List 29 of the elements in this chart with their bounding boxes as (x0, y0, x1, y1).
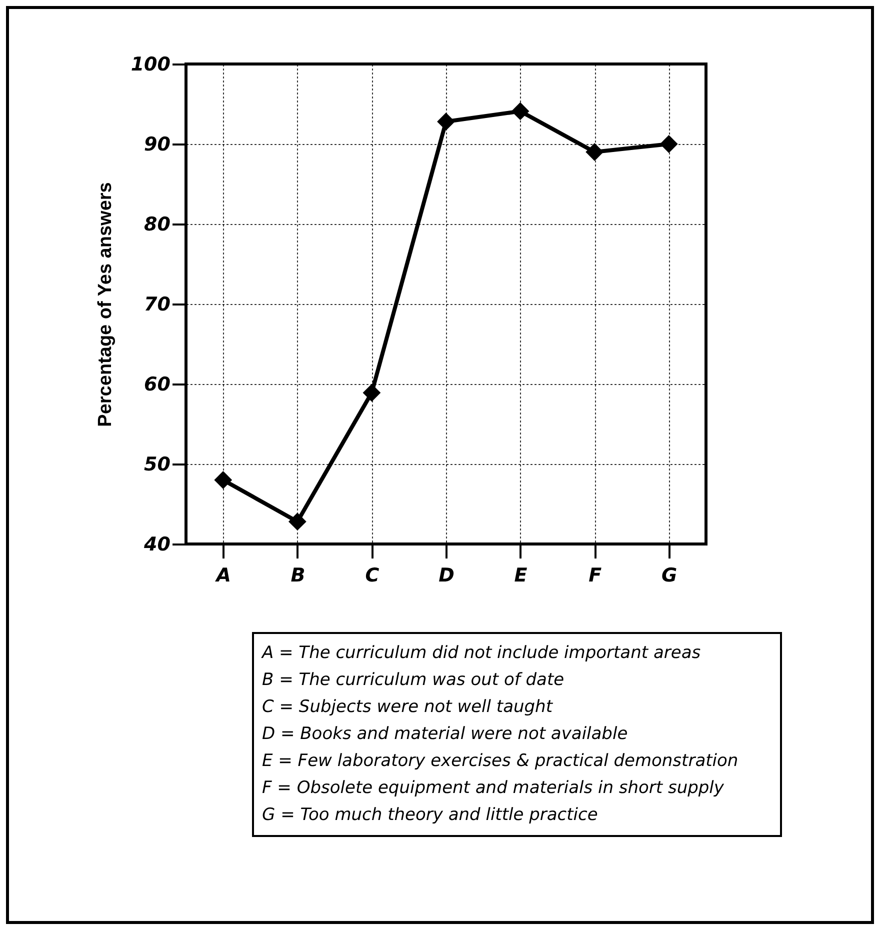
x-tick-label: C (365, 564, 380, 586)
y-tick-label: 60 (144, 374, 170, 396)
x-tick-label: F (588, 564, 602, 586)
x-tick-label: E (514, 564, 528, 586)
text: B = The curriculum was out of date (262, 669, 566, 692)
text: D = Books and material were not available (262, 723, 629, 746)
text: F = Obsolete equipment and materials in short supply (262, 777, 725, 800)
text: A = The curriculum did not include important areas (262, 642, 702, 665)
point (511, 102, 530, 120)
x-tick-label: A (214, 564, 231, 586)
y-tick-label: 40 (143, 534, 170, 556)
y-tick-label: 70 (144, 294, 170, 316)
y-tick-label: 90 (144, 134, 170, 156)
text: C = Subjects were not well taught (262, 696, 554, 719)
point (214, 471, 232, 489)
point (586, 143, 604, 161)
x-tick-label: D (438, 564, 454, 586)
y-axis-title: Percentage of Yes answers (94, 182, 116, 427)
x-tick-label: G (662, 564, 678, 586)
y-tick-label: 80 (144, 214, 170, 236)
point (437, 112, 455, 131)
y-tick-label: 50 (144, 454, 170, 476)
point (288, 512, 306, 531)
point (362, 384, 381, 402)
x-tick-label: B (290, 564, 306, 586)
text: E = Few laboratory exercises & practical demonstration (262, 750, 740, 773)
point (660, 135, 678, 153)
y-tick-label: 100 (130, 54, 170, 76)
text: G = Too much theory and little practice (262, 804, 599, 827)
